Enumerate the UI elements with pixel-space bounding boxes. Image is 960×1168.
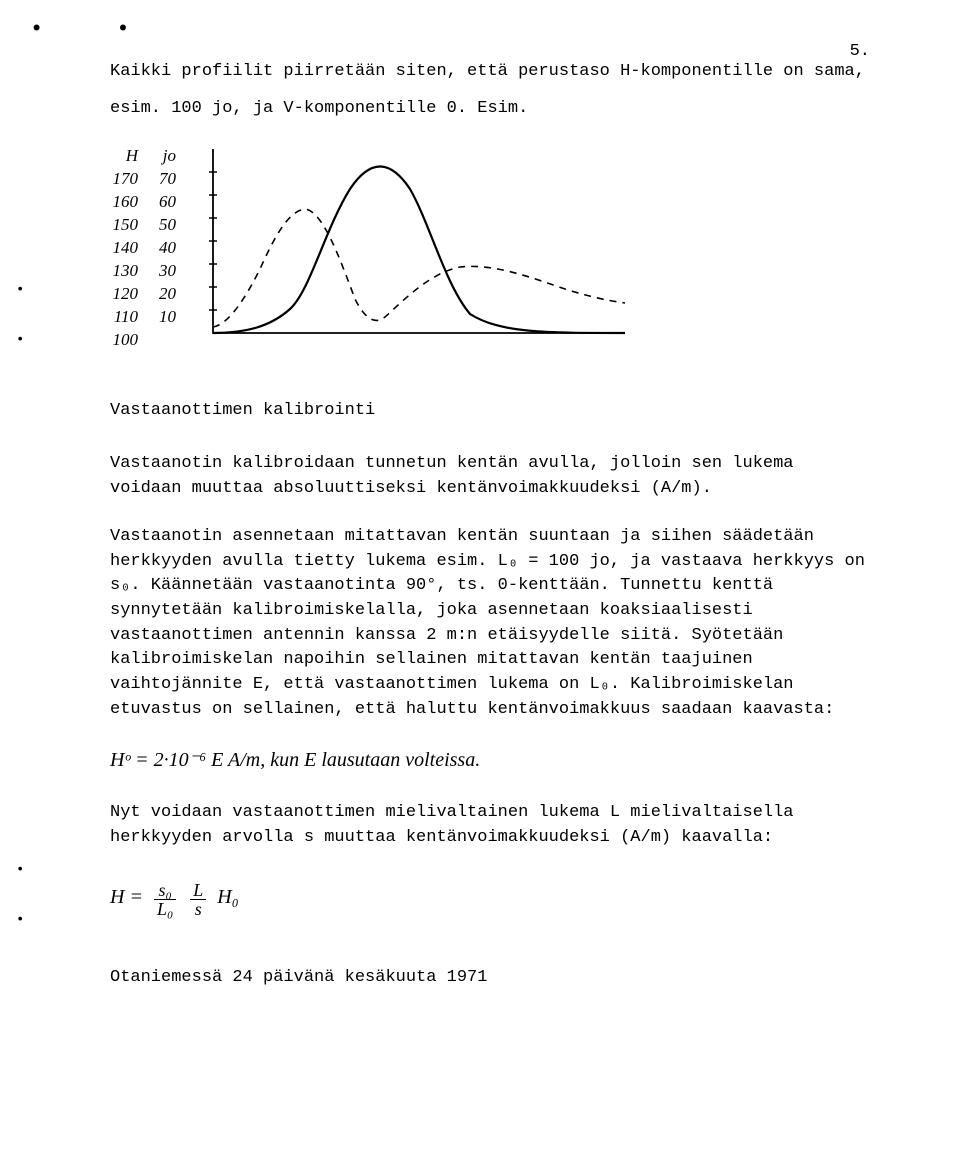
body-p3: Nyt voidaan vastaanottimen mielivaltaine… — [110, 801, 870, 850]
formula2-heq: H = — [110, 883, 143, 912]
section-title: Vastaanottimen kalibrointi — [110, 399, 870, 424]
formula-1: Hᵒ = 2·10⁻⁶ E A/m, kun E lausutaan volte… — [110, 746, 870, 775]
formula2-frac1: s₀ L₀ — [154, 881, 176, 918]
chart-y-labels: Hjo 17070 16060 15050 14040 13030 12020 … — [110, 145, 200, 352]
intro-line-1: Kaikki profiilit piirretään siten, että … — [110, 60, 870, 85]
profile-chart: Hjo 17070 16060 15050 14040 13030 12020 … — [110, 145, 650, 375]
body-p1: Vastaanotin kalibroidaan tunnetun kentän… — [110, 452, 870, 501]
intro-line-2: esim. 100 jo, ja V-komponentille 0. Esim… — [110, 97, 870, 122]
binding-marks: •• — [16, 280, 24, 381]
chart-axes — [213, 149, 625, 333]
binding-marks-lower: •• — [16, 860, 24, 961]
formula2-ho: H₀ — [217, 883, 238, 912]
footer-date: Otaniemessä 24 päivänä kesäkuuta 1971 — [110, 966, 870, 991]
body-p2: Vastaanotin asennetaan mitattavan kentän… — [110, 525, 870, 722]
page-edge-marks: • • — [30, 14, 160, 46]
page-number: 5. — [850, 40, 870, 65]
dashed-curve — [213, 209, 625, 327]
formula2-frac2: L s — [190, 881, 206, 918]
chart-svg — [205, 149, 635, 359]
formula-2: H = s₀ L₀ L s H₀ — [110, 879, 870, 916]
axis-header-h: H — [110, 144, 138, 169]
main-curve — [213, 167, 625, 334]
axis-header-jo: jo — [148, 144, 176, 169]
